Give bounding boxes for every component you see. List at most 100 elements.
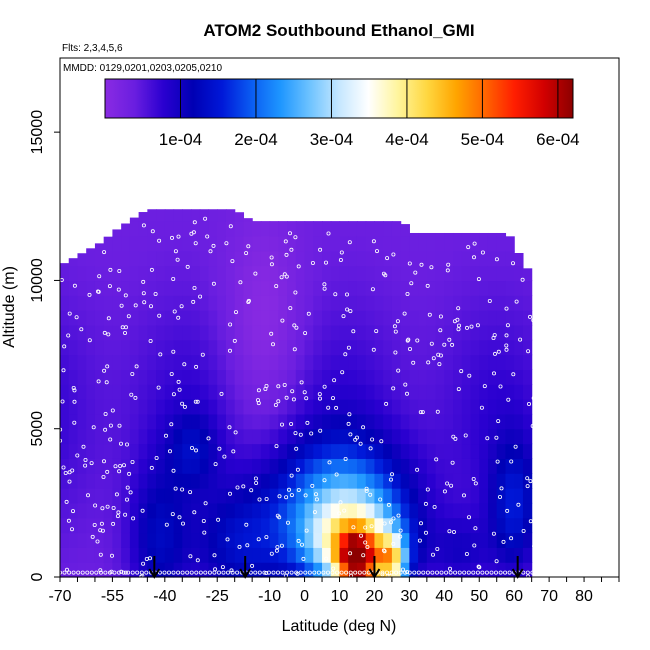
heatmap-cell	[138, 265, 148, 282]
heatmap-cell	[94, 562, 105, 578]
heatmap-cell	[260, 443, 271, 459]
obs-point	[362, 570, 367, 575]
heatmap-cell	[418, 265, 428, 282]
heatmap-cell	[391, 443, 402, 459]
heatmap-cell	[374, 221, 384, 237]
heatmap-cell	[330, 547, 341, 563]
heatmap-cell	[409, 310, 419, 326]
obs-point	[528, 519, 533, 524]
heatmap-cell	[400, 324, 410, 341]
heatmap-cell	[129, 354, 140, 370]
heatmap-cell	[103, 413, 113, 430]
obs-point	[456, 323, 461, 328]
heatmap-cell	[295, 235, 306, 252]
heatmap-cell	[444, 547, 454, 563]
obs-point	[439, 570, 444, 575]
heatmap-cell	[164, 339, 175, 356]
heatmap-cell	[121, 235, 131, 252]
heatmap-cell	[225, 369, 236, 385]
heatmap-cell	[243, 443, 253, 459]
heatmap-cell	[243, 310, 253, 326]
heatmap-cell	[77, 502, 87, 519]
obs-point	[171, 349, 176, 354]
obs-point	[370, 287, 375, 292]
heatmap-cell	[156, 339, 166, 356]
heatmap-cell	[487, 232, 498, 237]
obs-point	[102, 459, 107, 464]
obs-point	[371, 239, 376, 244]
heatmap-cell	[260, 221, 271, 237]
obs-point	[403, 382, 408, 387]
obs-point	[480, 250, 485, 255]
heatmap-cell	[444, 369, 454, 385]
heatmap-cell	[461, 443, 472, 459]
obs-point	[391, 252, 396, 257]
obs-point	[123, 330, 128, 335]
heatmap-cell	[426, 235, 437, 252]
obs-point	[193, 399, 198, 404]
heatmap-cell	[391, 428, 402, 445]
obs-point	[299, 380, 304, 385]
heatmap-cell	[313, 428, 323, 445]
obs-point	[207, 570, 212, 575]
obs-point	[220, 565, 225, 570]
heatmap-cell	[453, 517, 463, 534]
obs-point	[491, 335, 496, 340]
heatmap-cell	[313, 339, 323, 356]
heatmap-cell	[461, 428, 472, 445]
heatmap-cell	[129, 310, 140, 326]
obs-point	[514, 299, 519, 304]
obs-point	[335, 570, 340, 575]
heatmap-cell	[461, 399, 472, 415]
heatmap-cell	[356, 488, 367, 504]
heatmap-cell	[112, 517, 122, 534]
heatmap-cell	[182, 399, 192, 415]
heatmap-cell	[86, 369, 96, 385]
heatmap-cell	[129, 443, 140, 459]
obs-point	[506, 397, 511, 402]
heatmap-cell	[287, 295, 297, 311]
obs-point	[269, 331, 274, 336]
obs-point	[119, 441, 124, 446]
colorbar-tick-label: 5e-04	[461, 130, 504, 149]
heatmap-cell	[383, 221, 393, 237]
heatmap-cell	[156, 265, 166, 282]
obs-point	[123, 512, 128, 517]
heatmap-cell	[418, 547, 428, 563]
heatmap-cell	[138, 384, 148, 400]
obs-point	[171, 468, 176, 473]
obs-point	[473, 526, 478, 531]
heatmap-cell	[487, 384, 498, 400]
heatmap-cell	[409, 532, 419, 548]
heatmap-cell	[391, 562, 402, 578]
heatmap-cell	[435, 384, 445, 400]
heatmap-cell	[243, 562, 253, 578]
heatmap-cell	[225, 488, 236, 504]
heatmap-cell	[426, 339, 437, 356]
heatmap-cell	[287, 458, 297, 474]
heatmap-cell	[383, 339, 393, 356]
heatmap-cell	[260, 399, 271, 415]
heatmap-cell	[278, 265, 288, 282]
heatmap-cell	[418, 369, 428, 385]
heatmap-cell	[77, 310, 87, 326]
heatmap-cell	[426, 399, 437, 415]
heatmap-cell	[348, 413, 358, 430]
obs-point	[415, 467, 420, 472]
obs-point	[365, 545, 370, 550]
heatmap-cell	[383, 369, 393, 385]
heatmap-cell	[252, 413, 262, 430]
obs-point	[125, 442, 130, 447]
obs-point	[475, 570, 480, 575]
heatmap-cell	[409, 280, 419, 296]
heatmap-cell	[208, 502, 218, 519]
obs-point	[351, 329, 356, 334]
obs-point	[216, 517, 221, 522]
obs-point	[288, 306, 293, 311]
heatmap-cell	[103, 339, 113, 356]
heatmap-cell	[252, 488, 262, 504]
obs-point	[293, 235, 298, 240]
heatmap-cell	[112, 324, 122, 341]
x-tick-label: 30	[400, 588, 418, 605]
obs-point	[264, 571, 269, 576]
